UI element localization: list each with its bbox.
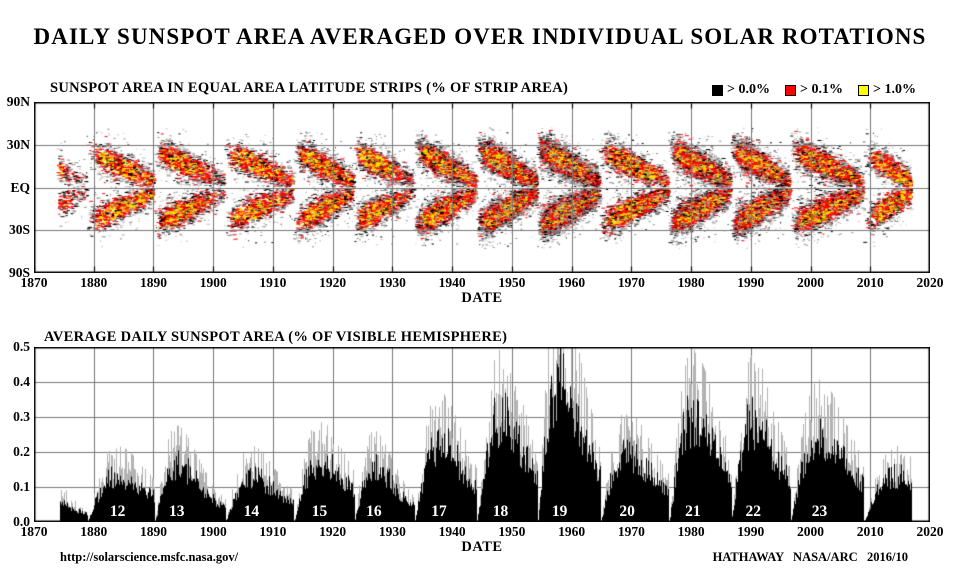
- x-tick-label: 2000: [797, 524, 825, 539]
- x-tick-label: 1970: [617, 524, 645, 539]
- x-tick-label: 1930: [378, 524, 406, 539]
- sunspot-area-canvas: [34, 347, 930, 522]
- x-tick-label: 1960: [558, 275, 586, 290]
- legend-item-red: > 0.1%: [785, 82, 843, 98]
- x-tick-label: 1980: [677, 275, 705, 290]
- x-tick-label: 1930: [378, 275, 406, 290]
- cycle-23-label: 23: [811, 503, 828, 520]
- figure-title: DAILY SUNSPOT AREA AVERAGED OVER INDIVID…: [33, 24, 927, 49]
- x-tick-label: 1970: [617, 275, 645, 290]
- x-tick-label: 1900: [199, 275, 227, 290]
- y-tick-label: EQ: [10, 179, 30, 195]
- x-tick-label: 1920: [319, 524, 347, 539]
- x-tick-label: 2000: [797, 275, 825, 290]
- x-tick-label: 1990: [737, 524, 765, 539]
- butterfly-panel-title: SUNSPOT AREA IN EQUAL AREA LATITUDE STRI…: [50, 80, 569, 96]
- x-tick-label: 1950: [498, 524, 526, 539]
- x-tick-label: 1940: [438, 275, 466, 290]
- x-tick-label: 1920: [319, 275, 347, 290]
- area-panel-title: AVERAGE DAILY SUNSPOT AREA (% OF VISIBLE…: [44, 329, 508, 345]
- cycle-22-label: 22: [745, 503, 761, 520]
- butterfly-x-axis-title: DATE: [461, 290, 503, 306]
- source-url: http://solarscience.msfc.nasa.gov/: [60, 550, 239, 564]
- x-tick-label: 2020: [916, 524, 944, 539]
- cycle-16-label: 16: [366, 503, 382, 520]
- cycle-14-label: 14: [243, 503, 260, 520]
- x-tick-label: 1980: [677, 524, 705, 539]
- y-tick-label: 90S: [8, 265, 30, 280]
- x-tick-label: 1870: [20, 524, 48, 539]
- x-tick-label: 1870: [20, 275, 48, 290]
- area-x-axis-title: DATE: [461, 539, 503, 555]
- cycle-19-label: 19: [551, 503, 568, 520]
- y-tick-label: 0.3: [13, 409, 30, 424]
- y-tick-label: 30S: [8, 222, 30, 238]
- cycle-21-label: 21: [685, 503, 701, 520]
- cycle-20-label: 20: [619, 503, 635, 520]
- y-tick-label: 30N: [6, 136, 30, 152]
- x-tick-label: 2010: [856, 275, 884, 290]
- butterfly-legend: > 0.0% > 0.1% > 1.0%: [712, 82, 916, 98]
- butterfly-diagram-canvas: [34, 102, 930, 273]
- y-tick-label: 90N: [6, 94, 30, 109]
- legend-item-black: > 0.0%: [712, 82, 770, 98]
- credit-text: HATHAWAY NASA/ARC 2016/10: [712, 550, 908, 564]
- x-tick-label: 1910: [259, 524, 287, 539]
- x-tick-label: 1890: [139, 524, 167, 539]
- cycle-18-label: 18: [492, 503, 509, 520]
- x-tick-label: 1910: [259, 275, 287, 290]
- x-tick-label: 1880: [80, 524, 108, 539]
- y-tick-label: 0.5: [13, 339, 30, 354]
- x-tick-label: 1900: [199, 524, 227, 539]
- cycle-17-label: 17: [431, 503, 447, 520]
- legend-label: > 1.0%: [873, 82, 916, 97]
- y-tick-label: 0.1: [13, 479, 30, 494]
- y-tick-label: 0.4: [13, 374, 30, 389]
- red-swatch-icon: [785, 84, 797, 96]
- y-tick-label: 0.2: [13, 444, 30, 459]
- x-tick-label: 1950: [498, 275, 526, 290]
- legend-label: > 0.1%: [800, 82, 844, 97]
- black-swatch-icon: [712, 84, 724, 96]
- x-tick-label: 1890: [139, 275, 167, 290]
- x-tick-label: 1880: [80, 275, 108, 290]
- y-tick-label: 0.0: [13, 514, 30, 529]
- x-tick-label: 1940: [438, 524, 466, 539]
- cycle-15-label: 15: [311, 503, 328, 520]
- x-tick-label: 2010: [856, 524, 884, 539]
- cycle-13-label: 13: [169, 503, 185, 520]
- x-tick-label: 1990: [737, 275, 765, 290]
- x-tick-label: 1960: [558, 524, 586, 539]
- legend-label: > 0.0%: [727, 82, 771, 97]
- cycle-12-label: 12: [109, 503, 126, 520]
- yellow-swatch-icon: [858, 84, 870, 96]
- legend-item-yellow: > 1.0%: [858, 82, 916, 98]
- x-tick-label: 2020: [916, 275, 944, 290]
